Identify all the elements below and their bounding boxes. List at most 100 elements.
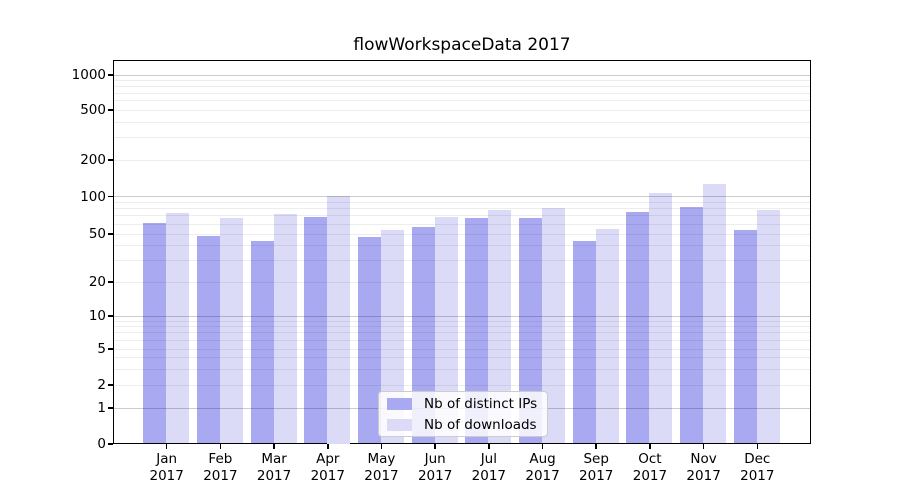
y-tick-label-50: 50	[88, 226, 106, 242]
legend-swatch-downloads-icon	[387, 418, 412, 431]
gridline-minor-60	[114, 223, 810, 225]
bar-downloads-nov	[703, 184, 727, 444]
gridline-minor-400	[114, 121, 810, 123]
gridline-minor-2	[114, 384, 810, 386]
x-tick-label-may: May 2017	[364, 451, 398, 485]
x-tick-aug	[541, 444, 544, 449]
gridline-major-100	[114, 196, 810, 197]
x-tick-label-month: Oct	[638, 451, 662, 467]
gridline-minor-200	[114, 159, 810, 161]
x-tick-label-month: Aug	[529, 451, 556, 467]
x-tick-apr	[327, 444, 329, 449]
x-tick-label-month: Jan	[156, 451, 178, 467]
bar-downloads-sep	[595, 229, 619, 444]
x-tick-label-oct: Oct 2017	[633, 451, 667, 485]
x-tick-label-year: 2017	[579, 468, 614, 484]
x-tick-label-year: 2017	[686, 468, 721, 484]
x-tick-label-year: 2017	[417, 468, 453, 484]
x-tick-oct	[649, 444, 651, 449]
legend: Nb of distinct IPs Nb of downloads	[378, 391, 548, 437]
gridline-minor-5	[114, 348, 810, 350]
x-tick-label-month: Jul	[480, 451, 497, 467]
bar-downloads-jun	[434, 216, 458, 444]
x-tick-jul	[488, 444, 490, 449]
gridline-major-10	[114, 315, 810, 317]
y-tick-200	[108, 159, 113, 161]
gridline-minor-50	[114, 233, 810, 235]
x-tick-label-apr: Apr 2017	[311, 451, 345, 485]
x-tick-label-jul: Jul 2017	[472, 451, 506, 485]
x-tick-label-month: May	[367, 451, 396, 467]
legend-item-downloads: Nb of downloads	[387, 417, 539, 433]
bar-distinct-ips-jan	[143, 222, 167, 444]
legend-label-downloads: Nb of downloads	[424, 416, 537, 433]
x-tick-may	[380, 444, 383, 449]
y-tick-label-20: 20	[88, 274, 106, 290]
legend-swatch-distinct-ips-icon	[387, 397, 412, 410]
bar-downloads-feb	[219, 217, 243, 444]
bar-downloads-dec	[756, 210, 780, 444]
bar-distinct-ips-aug	[519, 218, 543, 444]
x-tick-label-nov: Nov 2017	[686, 451, 720, 485]
x-tick-label-year: 2017	[364, 468, 399, 484]
x-tick-sep	[595, 444, 597, 449]
x-tick-nov	[702, 444, 705, 449]
plot-area	[113, 60, 811, 444]
bar-distinct-ips-nov	[680, 206, 704, 444]
x-tick-label-month: Jun	[424, 451, 446, 467]
bar-downloads-jul	[488, 210, 512, 444]
x-tick-label-month: Sep	[583, 451, 609, 467]
x-tick-label-month: Mar	[261, 451, 287, 467]
y-tick-5	[108, 348, 113, 350]
x-tick-feb	[219, 444, 222, 449]
bar-distinct-ips-apr	[304, 216, 328, 444]
bar-distinct-ips-sep	[572, 241, 596, 444]
bar-distinct-ips-feb	[196, 235, 220, 444]
y-tick-0	[108, 443, 113, 445]
gridline-minor-70	[114, 215, 810, 217]
y-tick-label-5: 5	[97, 341, 106, 357]
gridline-minor-900	[114, 79, 810, 81]
gridline-minor-7	[114, 332, 810, 334]
gridline-minor-8	[114, 326, 810, 328]
x-tick-label-year: 2017	[632, 468, 668, 484]
gridline-minor-4	[114, 357, 810, 359]
gridline-minor-600	[114, 100, 810, 102]
gridline-major-1000	[114, 74, 810, 76]
y-tick-20	[108, 281, 113, 283]
bar-downloads-oct	[649, 193, 673, 444]
legend-label-distinct-ips: Nb of distinct IPs	[424, 395, 538, 412]
y-tick-500	[108, 109, 113, 111]
bar-distinct-ips-may	[357, 236, 381, 444]
gridline-minor-30	[114, 260, 810, 262]
y-tick-label-1000: 1000	[71, 67, 106, 83]
y-tick-1	[108, 407, 113, 409]
x-tick-label-jan: Jan 2017	[150, 451, 184, 485]
bar-distinct-ips-oct	[626, 212, 650, 444]
bar-distinct-ips-mar	[250, 241, 274, 444]
y-tick-50	[108, 233, 113, 235]
x-tick-label-feb: Feb 2017	[203, 451, 237, 485]
x-tick-label-year: 2017	[471, 468, 507, 484]
y-tick-label-200: 200	[80, 152, 106, 168]
x-tick-dec	[756, 444, 759, 449]
x-tick-label-sep: Sep 2017	[579, 451, 613, 485]
y-tick-label-2: 2	[97, 377, 106, 393]
bar-distinct-ips-jun	[411, 227, 435, 444]
x-tick-label-year: 2017	[149, 468, 184, 484]
bar-downloads-apr	[327, 196, 351, 444]
x-tick-label-month: Nov	[690, 451, 717, 467]
x-tick-label-month: Dec	[744, 451, 771, 467]
x-tick-label-month: Apr	[316, 451, 340, 467]
gridline-minor-40	[114, 245, 810, 247]
x-tick-label-mar: Mar 2017	[257, 451, 291, 485]
x-tick-mar	[273, 444, 275, 449]
y-tick-10	[108, 315, 113, 317]
y-tick-label-100: 100	[80, 188, 106, 205]
legend-item-distinct-ips: Nb of distinct IPs	[387, 396, 539, 412]
x-tick-jun	[434, 444, 436, 449]
bar-distinct-ips-jul	[465, 217, 489, 444]
bar-downloads-aug	[542, 208, 566, 444]
x-tick-label-year: 2017	[740, 468, 775, 484]
x-tick-label-year: 2017	[203, 468, 238, 484]
